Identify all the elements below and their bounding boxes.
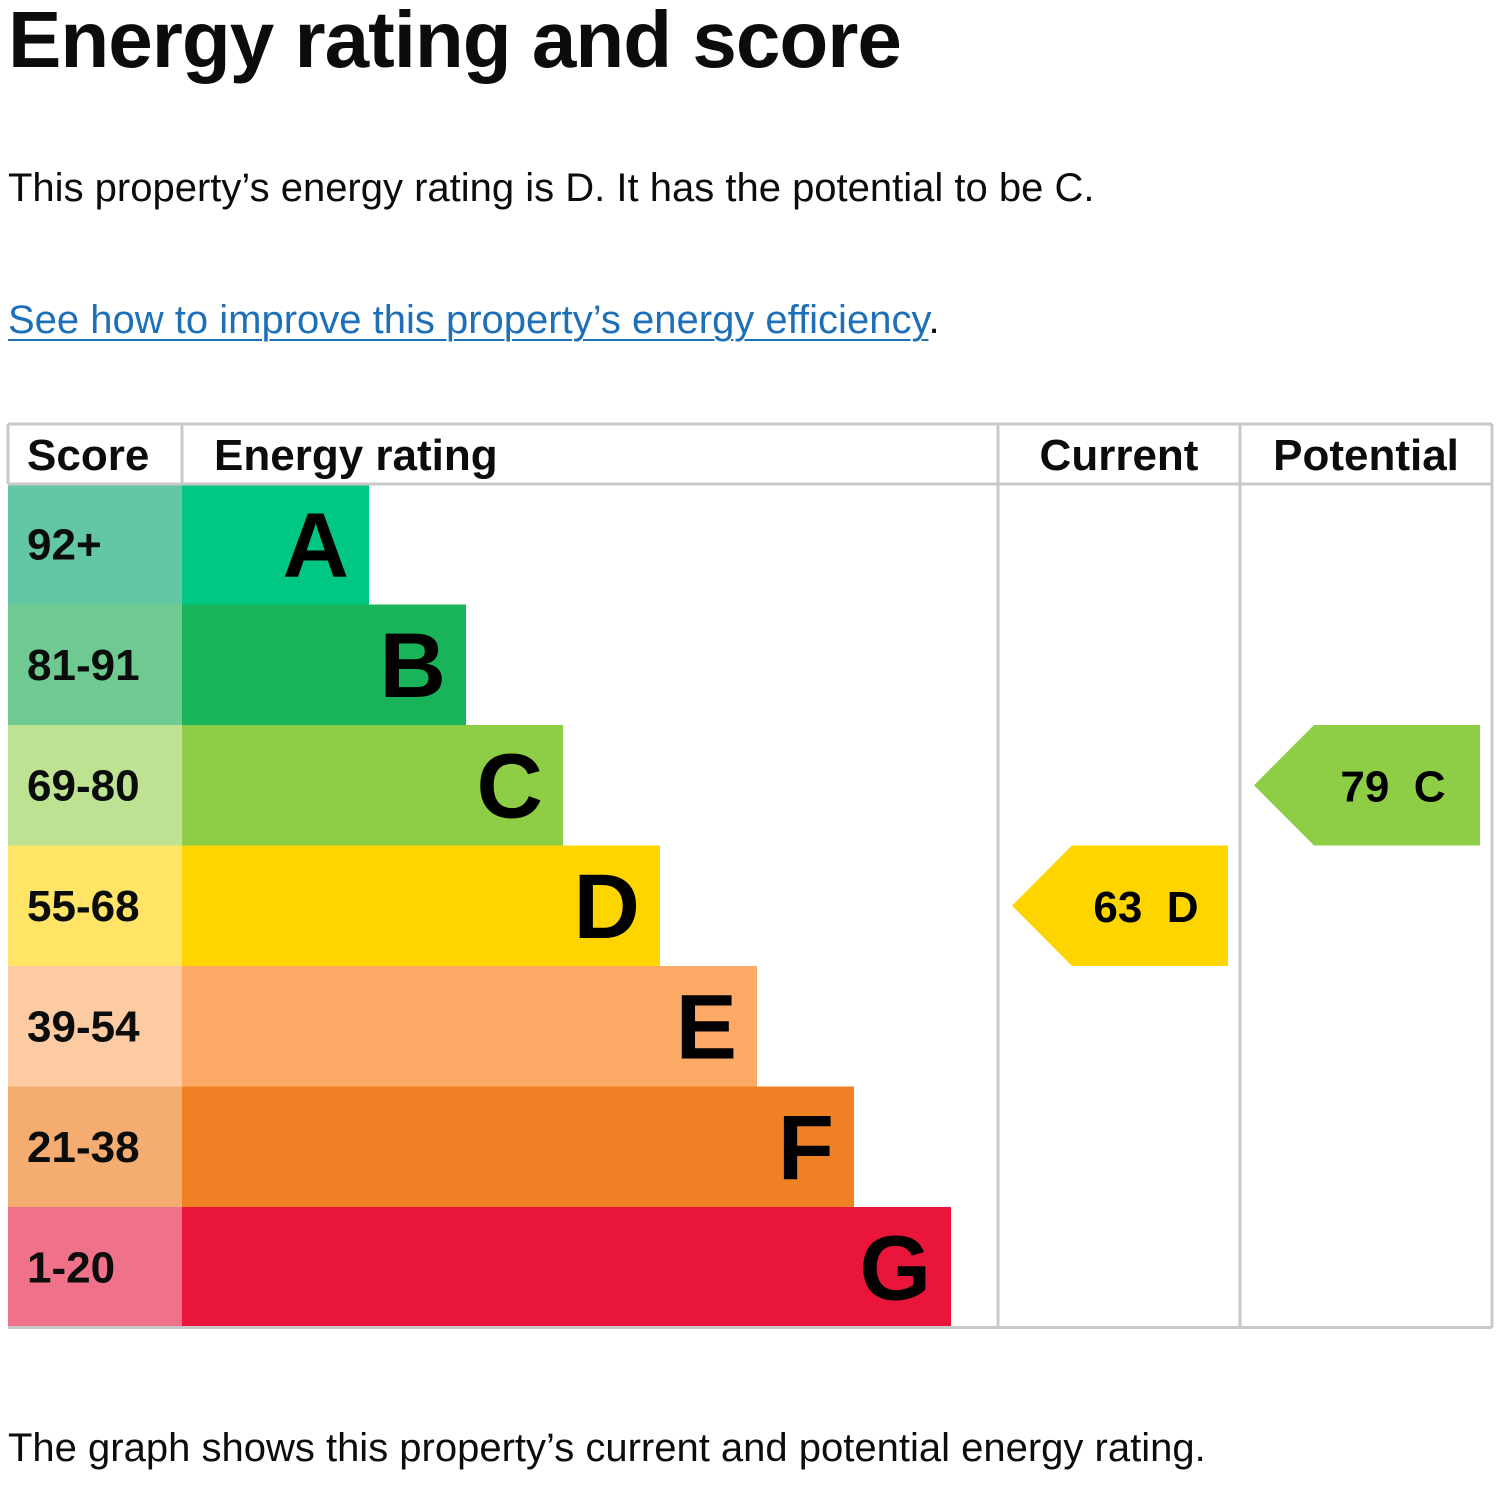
score-cell-f [8, 1086, 182, 1208]
rating-bar-e [182, 966, 757, 1087]
header-potential: Potential [1273, 431, 1459, 480]
rating-letter-b: B [380, 615, 446, 717]
score-cell-e [8, 966, 182, 1087]
potential-rating-arrow [1254, 725, 1480, 846]
score-label-b: 81-91 [27, 641, 140, 690]
header-energy-rating: Energy rating [214, 431, 498, 480]
rating-bar-g [182, 1207, 951, 1328]
rating-bar-b [182, 604, 466, 726]
current-rating-arrow [1012, 845, 1228, 966]
score-label-g: 1-20 [27, 1243, 115, 1292]
header-current: Current [1040, 431, 1199, 480]
rating-bar-f [182, 1086, 854, 1208]
rating-letter-e: E [676, 976, 737, 1078]
score-label-c: 69-80 [27, 761, 140, 810]
energy-rating-chart: 92+ A 81-91 B 69-80 C 55-68 D 39-54 E 21-38 F 1-20 G S… [6, 422, 1494, 1329]
chart-caption: The graph shows this property’s current … [8, 1426, 1206, 1470]
score-cell-d [8, 845, 182, 967]
rating-bar-a [182, 484, 369, 605]
page-title: Energy rating and score [8, 0, 902, 84]
score-label-d: 55-68 [27, 882, 140, 931]
rating-letter-d: D [574, 856, 640, 958]
rating-letter-a: A [283, 494, 349, 596]
rating-letter-g: G [859, 1217, 931, 1319]
score-cell-b [8, 604, 182, 726]
improve-link-suffix: . [928, 298, 940, 342]
rating-letter-c: C [477, 735, 543, 837]
potential-rating-label: 79 C [1340, 762, 1445, 811]
header-score: Score [27, 431, 149, 480]
score-cell-g [8, 1207, 182, 1328]
rating-letter-f: F [778, 1097, 834, 1199]
score-cell-a [8, 484, 182, 605]
rating-bar-d [182, 845, 660, 967]
improve-efficiency-link[interactable]: See how to improve this property’s energ… [8, 298, 929, 342]
score-cell-c [8, 725, 182, 846]
score-label-e: 39-54 [27, 1002, 140, 1051]
rating-bar-c [182, 725, 563, 846]
score-label-f: 21-38 [27, 1123, 140, 1172]
improve-paragraph: See how to improve this property’s energ… [8, 296, 940, 344]
current-rating-label: 63 D [1093, 883, 1198, 932]
score-label-a: 92+ [27, 520, 102, 569]
rating-summary: This property’s energy rating is D. It h… [8, 166, 1095, 210]
